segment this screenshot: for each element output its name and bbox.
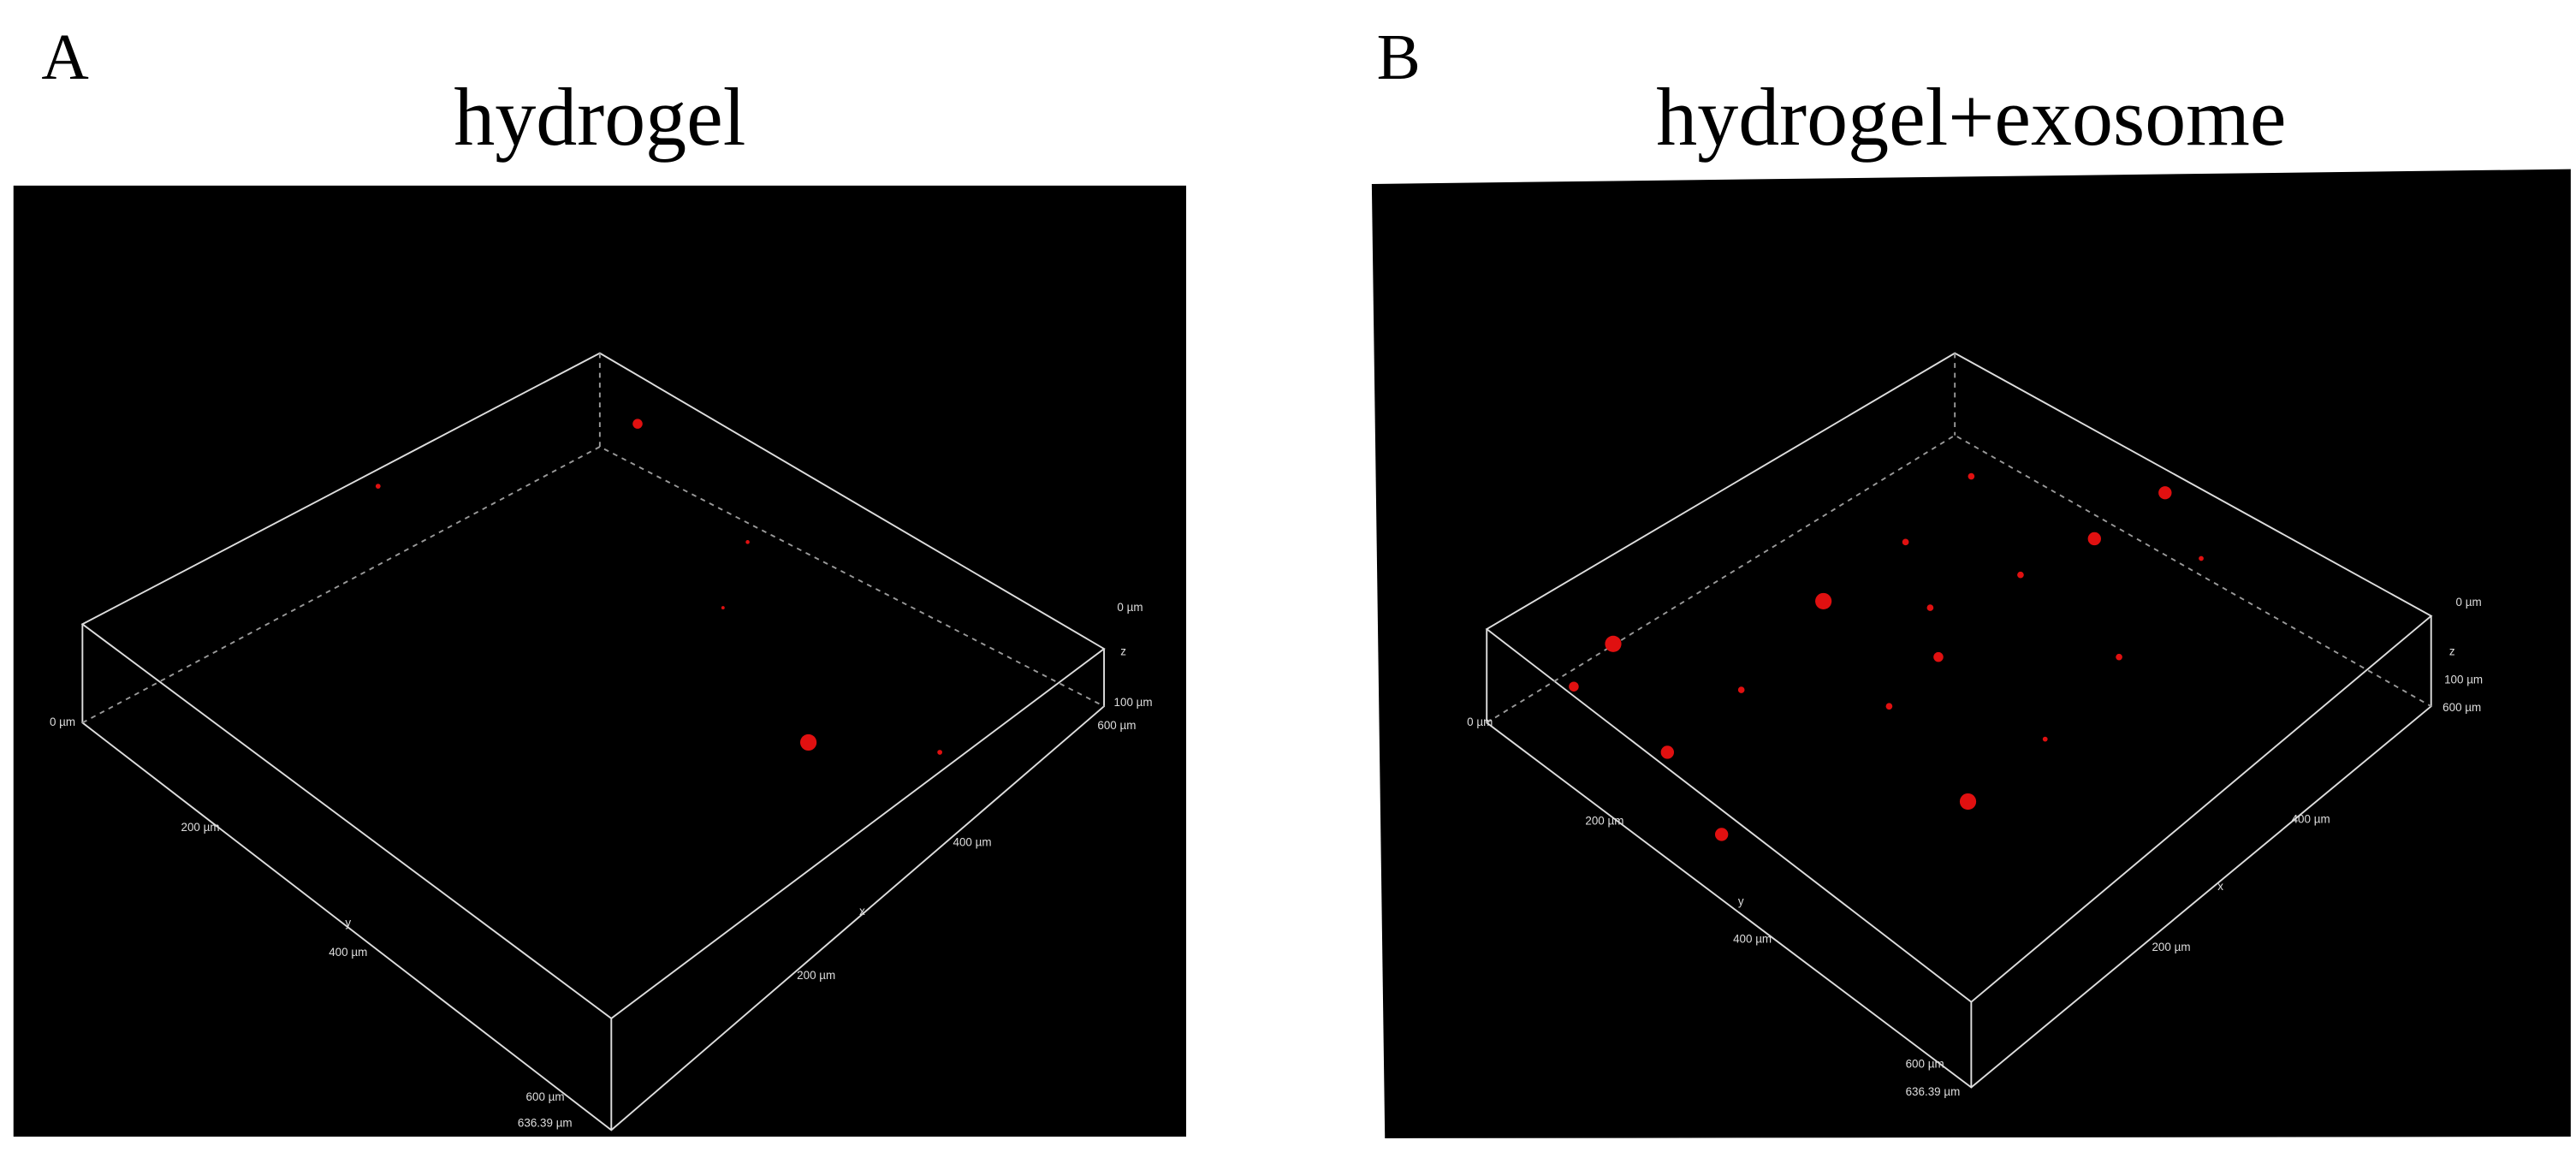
axis-label: 100 µm [1114, 696, 1153, 709]
axis-label: 636.39 µm [518, 1117, 573, 1130]
panel-letter: B [1377, 21, 1421, 93]
fluorescence [1569, 472, 2204, 841]
axis-label: 0 µm [50, 716, 75, 728]
axis-label: 600 µm [526, 1090, 565, 1103]
axis-label: 400 µm [2292, 812, 2330, 825]
volume-box [1485, 352, 2433, 1089]
microscopy-image [1371, 169, 2571, 1138]
axis-label: 400 µm [329, 946, 367, 959]
axis-label: 600 µm [1906, 1057, 1944, 1070]
panel-letter: A [41, 21, 88, 93]
axis-label: 636.39 µm [1906, 1085, 1961, 1098]
axis-label: 400 µm [953, 835, 991, 848]
panel-title: hydrogel+exosome [1656, 71, 2286, 163]
axis-label: 0 µm [2456, 596, 2482, 609]
axis-label: 600 µm [2442, 701, 2481, 714]
axis-label: 200 µm [2152, 941, 2190, 953]
axis-label: y [345, 916, 351, 929]
microscopy-image [13, 185, 1187, 1137]
axis-label: 200 µm [181, 821, 219, 834]
axis-label: z [2449, 645, 2455, 658]
axis-label: x [2217, 880, 2223, 893]
axis-label: 600 µm [1097, 719, 1136, 732]
axis-label: 200 µm [797, 969, 835, 982]
axis-label: 200 µm [1585, 814, 1623, 827]
axis-label: 0 µm [1117, 601, 1143, 614]
axis-label: x [859, 905, 865, 917]
panel-title: hydrogel [454, 71, 745, 163]
axis-label: 400 µm [1733, 933, 1772, 946]
axis-label: y [1738, 894, 1744, 907]
volume-box [80, 352, 1106, 1131]
axis-label: 100 µm [2444, 673, 2483, 686]
fluorescence [375, 419, 943, 755]
axis-label: 0 µm [1467, 716, 1493, 728]
axis-label: z [1120, 645, 1126, 658]
